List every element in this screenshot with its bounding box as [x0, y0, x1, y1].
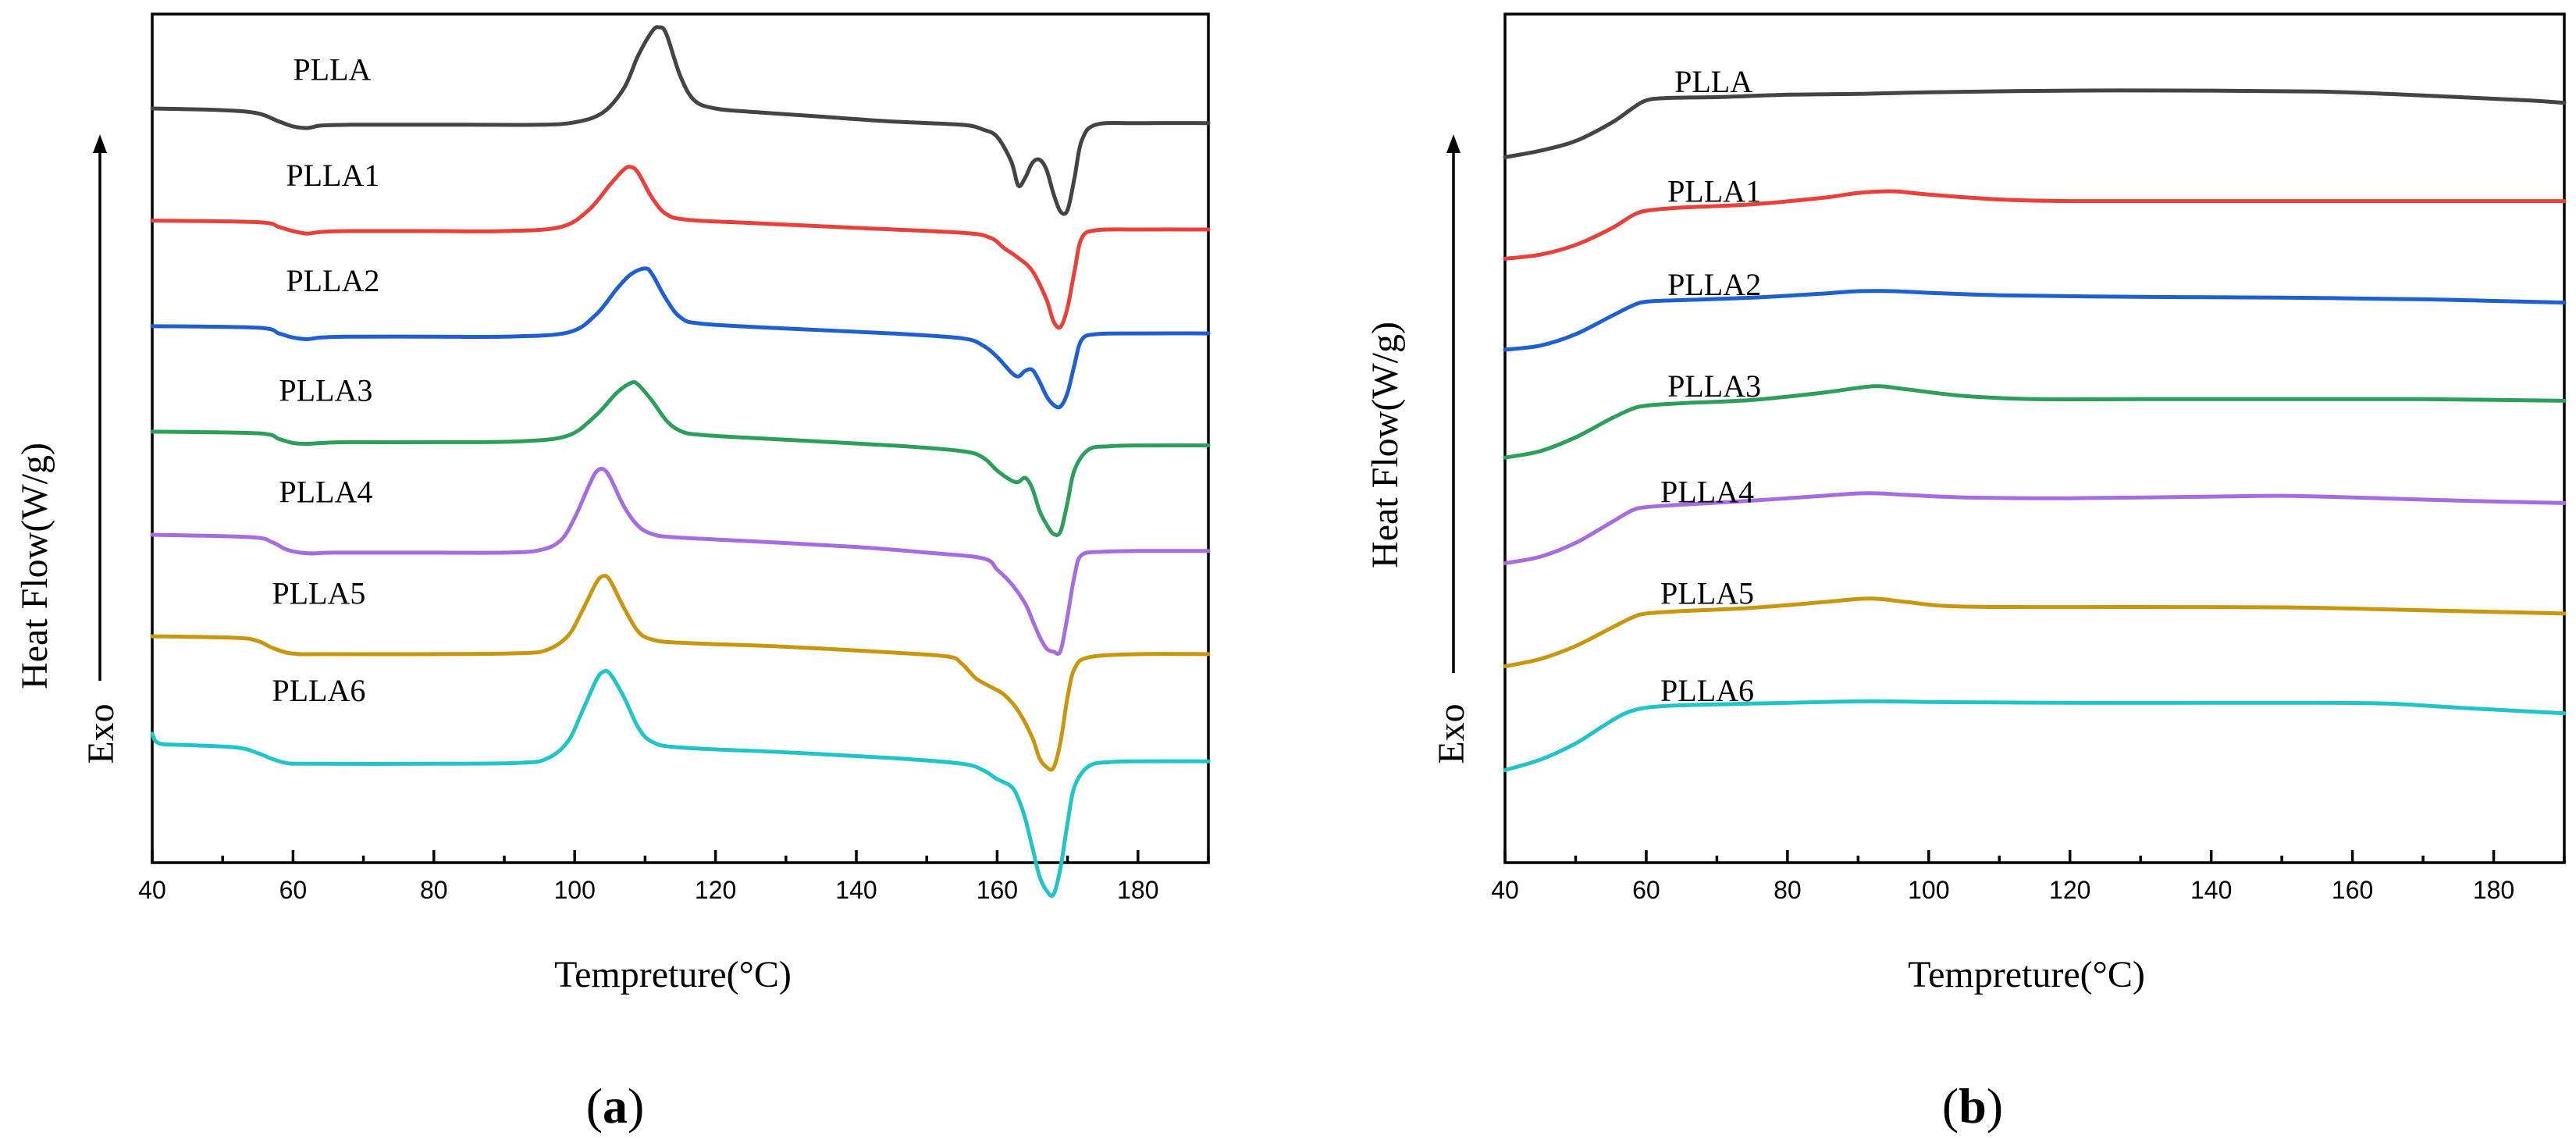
x-tick-label: 60: [1632, 876, 1660, 904]
series-line-plla: [1503, 88, 2567, 159]
series-line-plla1: [150, 165, 1211, 330]
series-label-plla3: PLLA3: [1667, 368, 1761, 404]
series-label-plla: PLLA: [293, 52, 371, 87]
series-label-plla4: PLLA4: [279, 474, 372, 509]
x-tick-label: 100: [1908, 876, 1949, 904]
x-ticks-b: 40 60 80 100 120 140 160 180: [1491, 850, 2566, 904]
x-tick-label: 80: [1774, 876, 1802, 904]
x-tick-label: 180: [1117, 876, 1158, 904]
series-line-plla3: [150, 379, 1211, 538]
x-tick-label: 40: [1491, 876, 1519, 904]
x-tick-label: 180: [2473, 876, 2514, 904]
series-line-plla6: [1503, 699, 2567, 773]
series-label-plla5: PLLA5: [272, 575, 365, 610]
panel-label-b: (b): [1942, 1078, 2003, 1134]
series-label-plla6: PLLA6: [272, 673, 365, 708]
exo-label-a: Exo: [80, 703, 122, 763]
y-axis-label-b: Heat Flow(W/g): [1364, 322, 1406, 568]
series-line-plla6: [150, 668, 1211, 898]
series-line-plla: [150, 25, 1211, 216]
exo-label-b: Exo: [1431, 703, 1472, 763]
x-tick-label: 60: [279, 876, 308, 904]
x-tick-label: 120: [2049, 876, 2090, 904]
x-tick-label: 140: [2190, 876, 2232, 904]
plot-frame-a: [151, 12, 1210, 864]
x-tick-label: 140: [835, 876, 877, 904]
series-label-plla4: PLLA4: [1660, 474, 1754, 509]
y-arrow-b: [1446, 134, 1461, 673]
series-label-plla2: PLLA2: [1667, 267, 1761, 302]
x-tick-label: 100: [554, 876, 596, 904]
series-line-plla2: [150, 266, 1211, 410]
x-tick-label: 160: [2332, 876, 2373, 904]
series-line-plla3: [1503, 384, 2567, 460]
series-group-b: PLLA PLLA1 PLLA2 PLLA3 PLLA4 PLLA5 PLLA6: [1503, 64, 2567, 773]
series-line-plla4: [150, 466, 1211, 656]
x-tick-label: 160: [977, 876, 1018, 904]
series-line-plla5: [1503, 596, 2567, 668]
chart-panel-b: Heat Flow(W/g) Exo 40 60 80 100 120 140 160 180…: [1364, 12, 2567, 1134]
y-arrow-a: [93, 134, 107, 681]
series-group-a: PLLA PLLA1 PLLA2 PLLA3 PLLA4 PLLA5 PLLA6: [150, 25, 1211, 898]
y-axis-label-a: Heat Flow(W/g): [14, 443, 55, 689]
plot-frame-b: [1503, 12, 2566, 864]
series-label-plla1: PLLA1: [1667, 174, 1761, 209]
chart-panel-a: Heat Flow(W/g) Exo 40 60 80 100 120 140 160 180…: [14, 12, 1211, 1134]
panel-label-a: (a): [586, 1078, 645, 1134]
series-line-plla4: [1503, 491, 2567, 565]
series-line-plla5: [150, 574, 1211, 772]
series-label-plla2: PLLA2: [286, 263, 379, 298]
series-label-plla6: PLLA6: [1660, 673, 1754, 708]
x-axis-label-a: Tempreture(°C): [554, 954, 792, 995]
series-label-plla: PLLA: [1674, 64, 1752, 99]
series-line-plla1: [1503, 189, 2567, 261]
x-tick-label: 40: [138, 876, 166, 904]
series-line-plla2: [1503, 289, 2567, 352]
series-label-plla1: PLLA1: [286, 158, 379, 193]
x-tick-label: 120: [695, 876, 736, 904]
x-tick-label: 80: [420, 876, 448, 904]
series-label-plla5: PLLA5: [1660, 575, 1754, 610]
series-label-plla3: PLLA3: [279, 372, 372, 408]
x-ticks-a: 40 60 80 100 120 140 160 180: [138, 850, 1210, 904]
x-axis-label-b: Tempreture(°C): [1908, 954, 2145, 995]
